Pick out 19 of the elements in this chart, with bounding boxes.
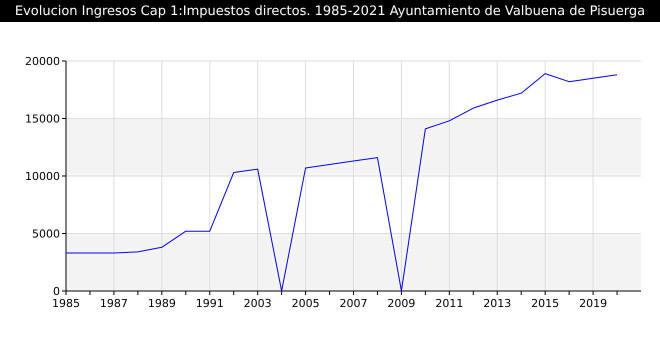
y-tick-label: 10000: [25, 170, 60, 183]
x-tick-label: 2007: [340, 297, 368, 310]
y-tick-label: 15000: [25, 112, 60, 126]
y-tick-label: 5000: [32, 228, 60, 240]
x-tick-label: 1985: [52, 297, 80, 310]
line-series: [66, 73, 618, 292]
chart-title: Evolucion Ingresos Cap 1:Impuestos directos. 1985-2021 Ayuntamiento de Valbuena de Pisuerga: [14, 4, 646, 19]
x-tick-label: 1987: [100, 297, 128, 310]
x-tick-label: 1989: [148, 297, 176, 310]
y-tick-label: 20000: [25, 55, 60, 68]
x-tick-label: 2003: [244, 297, 272, 310]
x-tick-label: 2009: [387, 297, 416, 310]
y-tick-label: 0: [53, 285, 60, 298]
x-tick-label: 2013: [483, 297, 512, 310]
x-tick-label: 2005: [292, 297, 320, 310]
x-tick-label: 2019: [579, 297, 608, 310]
x-tick-label: 1991: [196, 297, 224, 310]
x-tick-label: 2015: [531, 297, 560, 310]
x-tick-label: 2011: [435, 297, 464, 310]
